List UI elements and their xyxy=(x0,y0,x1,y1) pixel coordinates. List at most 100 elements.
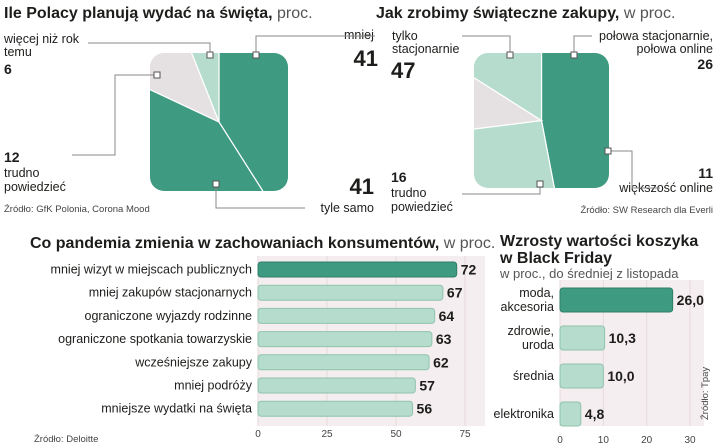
chart4-title-line1: Wzrosty wartości koszyka xyxy=(500,233,698,250)
chart3-tick-label: 25 xyxy=(321,429,333,440)
chart1-slice-1 xyxy=(150,62,288,191)
chart1-leader-wiecej xyxy=(88,42,211,55)
chart4-category-label: uroda xyxy=(522,338,554,352)
chart3-category-label: ograniczone spotkania towarzyskie xyxy=(58,332,252,346)
chart2-value-stacj: 47 xyxy=(391,58,415,83)
chart1-value-mniej: 41 xyxy=(354,46,378,71)
chart4-source: Źródło: Tpay xyxy=(700,367,711,420)
chart4-tick-label: 0 xyxy=(557,435,563,446)
chart3-value-label: 56 xyxy=(417,401,433,417)
chart-pandemic-behaviour: Co pandemia zmienia w zachowaniach konsu… xyxy=(30,235,495,445)
chart1-title: Ile Polacy planują wydać na święta, proc… xyxy=(4,5,313,22)
chart3-value-label: 72 xyxy=(461,262,477,278)
chart3-value-label: 64 xyxy=(439,308,455,324)
chart-shopping-mode: Jak zrobimy świąteczne zakupy, w proc. t… xyxy=(376,5,713,216)
chart2-label-trudno-2: powiedzieć xyxy=(391,200,453,214)
chart3-value-label: 63 xyxy=(436,331,452,347)
chart1-marker-mniej xyxy=(252,51,260,59)
chart3-category-label: mniejsze wydatki na święta xyxy=(101,402,252,416)
chart2-label-polowa-1: połowa stacjonarnie, xyxy=(599,29,713,43)
chart1-leader-trudno xyxy=(72,74,157,156)
chart3-value-label: 62 xyxy=(433,354,449,370)
chart2-label-polowa-2: połowa online xyxy=(637,42,713,56)
chart4-bar xyxy=(559,363,604,389)
chart1-slice-0 xyxy=(218,53,288,191)
chart4-subtitle: w proc., do średniej z listopada xyxy=(499,266,679,281)
chart3-bar xyxy=(257,261,458,278)
chart1-value-trudno: 12 xyxy=(4,149,20,165)
chart3-category-label: mniej podróży xyxy=(174,379,253,393)
chart3-bar xyxy=(257,331,433,348)
chart3-bar xyxy=(257,377,416,394)
chart4-value-label: 10,0 xyxy=(607,368,634,384)
chart3-category-label: mniej wizyt w miejscach publicznych xyxy=(51,263,253,277)
chart3-title: Co pandemia zmienia w zachowaniach konsu… xyxy=(30,235,495,252)
chart2-marker-wiekszosc xyxy=(604,147,612,155)
chart4-tick-label: 10 xyxy=(598,435,610,446)
chart1-slice-3 xyxy=(167,53,220,123)
chart3-tick-label: 50 xyxy=(390,429,402,440)
chart2-value-polowa: 26 xyxy=(697,56,713,72)
chart3-bar xyxy=(257,284,444,301)
chart1-label-tyle: tyle samo xyxy=(321,201,375,215)
chart4-tick-label: 30 xyxy=(684,435,696,446)
chart4-bars: 0 10 20 30 26,0 moda,akcesoria 10,3 zdrowie,uro… xyxy=(494,280,704,446)
chart1-marker-wiecej xyxy=(206,51,214,59)
chart4-category-label: akcesoria xyxy=(501,300,555,314)
chart2-label-trudno-1: trudno xyxy=(391,186,426,200)
chart1-label-mniej: mniej xyxy=(344,28,374,42)
chart2-marker-polowa xyxy=(570,51,578,59)
chart3-bar xyxy=(257,354,430,371)
chart2-label-stacj-1: tylko xyxy=(392,29,418,43)
chart2-slice-3 xyxy=(474,53,543,122)
chart3-category-label: mniej zakupów stacjonarnych xyxy=(89,286,252,300)
chart2-source: Źródło: SW Research dla Everli xyxy=(580,205,713,216)
chart2-label-wiekszosc: większość online xyxy=(618,181,713,195)
chart2-leader-stacj xyxy=(462,35,511,55)
chart3-value-label: 67 xyxy=(447,285,463,301)
chart3-tick-label: 75 xyxy=(459,429,471,440)
chart4-value-label: 26,0 xyxy=(677,292,704,308)
chart3-bars: 0 25 50 75 72 mniej wizyt w miejscach publicz… xyxy=(51,256,485,440)
chart2-value-wiekszosc: 11 xyxy=(698,165,713,181)
chart2-slice-2 xyxy=(474,53,544,139)
chart2-value-trudno: 16 xyxy=(391,169,407,185)
chart1-label-trudno-1: trudno xyxy=(4,166,39,180)
chart3-bar xyxy=(257,400,414,417)
chart2-leader-wiekszosc xyxy=(608,150,660,189)
chart4-value-label: 4,8 xyxy=(585,406,605,422)
chart4-category-label: zdrowie, xyxy=(507,324,554,338)
chart4-bar xyxy=(559,287,674,313)
chart1-leader-mniej xyxy=(255,35,375,55)
chart1-slice-2 xyxy=(150,53,221,124)
chart3-category-label: ograniczone wyjazdy rodzinne xyxy=(85,309,253,323)
chart4-title-line2: w Black Friday xyxy=(499,250,612,267)
chart1-marker-trudno xyxy=(153,71,161,79)
chart4-tick-label: 20 xyxy=(641,435,653,446)
chart1-label-wiecej-2: temu xyxy=(4,45,32,59)
chart2-slice-0 xyxy=(540,53,609,188)
chart4-bar xyxy=(559,401,582,427)
chart2-marker-stacj xyxy=(506,51,514,59)
chart3-tick-label: 0 xyxy=(255,429,261,440)
chart2-title: Jak zrobimy świąteczne zakupy, w proc. xyxy=(376,5,675,22)
chart4-bar xyxy=(559,325,606,351)
chart1-source: Źródło: GfK Polonia, Corona Mood xyxy=(4,204,150,215)
chart2-leader-polowa xyxy=(573,35,592,55)
chart-spending-plans: Ile Polacy planują wydać na święta, proc… xyxy=(3,5,378,215)
chart3-category-label: wcześniejsze zakupy xyxy=(134,355,252,369)
chart1-leader-tyle xyxy=(215,186,305,209)
chart4-category-label: moda, xyxy=(519,286,554,300)
chart1-label-wiecej-1: więcej niż rok xyxy=(3,32,80,46)
chart2-leader-trudno xyxy=(462,186,541,195)
chart1-marker-tyle xyxy=(212,180,220,188)
chart2-marker-trudno xyxy=(536,180,544,188)
chart1-pie xyxy=(150,53,288,191)
chart1-value-wiecej: 6 xyxy=(4,61,12,77)
chart3-value-label: 57 xyxy=(419,378,435,394)
chart1-value-tyle: 41 xyxy=(350,174,374,199)
chart4-category-label: średnia xyxy=(513,369,554,383)
chart4-category-label: elektronika xyxy=(494,407,554,421)
chart3-source: Źródło: Deloitte xyxy=(34,434,98,445)
